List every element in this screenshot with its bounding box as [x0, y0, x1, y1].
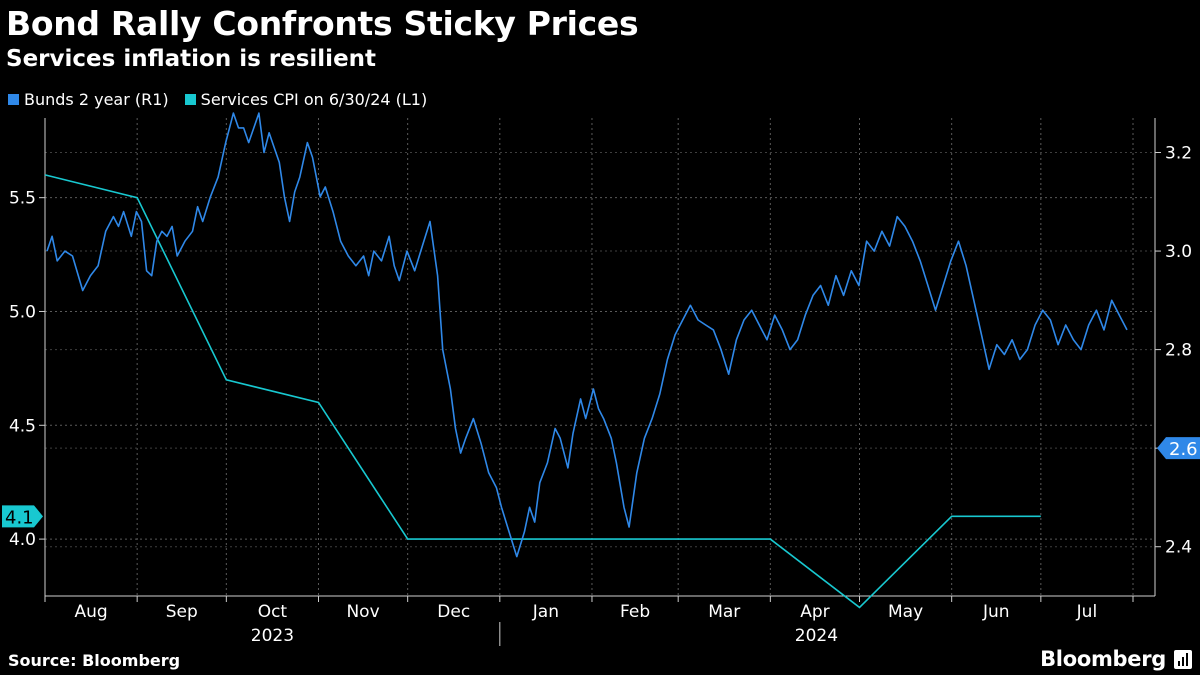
last-value-label-services-cpi: 4.1	[5, 507, 34, 528]
x-axis-month-label: Aug	[74, 602, 107, 622]
right-axis-tick-label: 2.4	[1165, 538, 1192, 558]
left-axis-tick-label: 5.0	[9, 302, 36, 322]
last-value-badge-bunds	[1157, 437, 1200, 460]
brand-logo-text: Bloomberg	[1040, 647, 1166, 671]
right-axis-tick-label: 2.8	[1165, 341, 1192, 361]
x-axis-month-label: Oct	[258, 602, 288, 622]
legend-item-bunds: Bunds 2 year (R1)	[8, 90, 169, 109]
x-axis-month-label: Apr	[800, 602, 829, 622]
x-axis-month-label: Sep	[166, 602, 198, 622]
left-axis-tick-label: 5.5	[9, 189, 36, 209]
last-value-badge-services-cpi	[2, 505, 43, 528]
left-axis-tick-label: 4.5	[9, 416, 36, 436]
x-axis-month-label: Jan	[532, 602, 559, 622]
x-axis-month-label: Mar	[708, 602, 740, 622]
legend-item-services-cpi: Services CPI on 6/30/24 (L1)	[184, 90, 428, 109]
legend-swatch-bunds	[8, 94, 19, 105]
legend-label-services-cpi: Services CPI on 6/30/24 (L1)	[200, 90, 428, 109]
left-axis-tick-label: 4.0	[9, 530, 36, 550]
x-axis-month-label: Dec	[437, 602, 470, 622]
brand-chart-icon	[1174, 650, 1192, 669]
x-axis-year-label: 2023	[251, 626, 294, 646]
series-line-services-cpi	[44, 174, 1041, 609]
legend-swatch-services-cpi	[184, 94, 196, 105]
x-axis-month-label: Nov	[346, 602, 379, 622]
series-line-bunds	[46, 112, 1128, 558]
source-note: Source: Bloomberg	[8, 651, 181, 670]
chart-subtitle: Services inflation is resilient	[6, 46, 377, 72]
x-axis-year-label: 2024	[795, 626, 838, 646]
x-axis-month-label: May	[888, 602, 923, 622]
last-value-label-bunds: 2.6	[1169, 439, 1198, 460]
x-axis-month-label: Jun	[982, 602, 1010, 622]
legend: Bunds 2 year (R1) Services CPI on 6/30/2…	[8, 90, 427, 109]
right-axis-tick-label: 3.0	[1165, 242, 1192, 262]
x-axis-month-label: Feb	[620, 602, 650, 622]
x-axis-month-label: Jul	[1076, 602, 1098, 622]
right-axis-tick-label: 3.2	[1165, 143, 1192, 163]
legend-label-bunds: Bunds 2 year (R1)	[24, 90, 169, 109]
chart-title: Bond Rally Confronts Sticky Prices	[6, 4, 639, 43]
